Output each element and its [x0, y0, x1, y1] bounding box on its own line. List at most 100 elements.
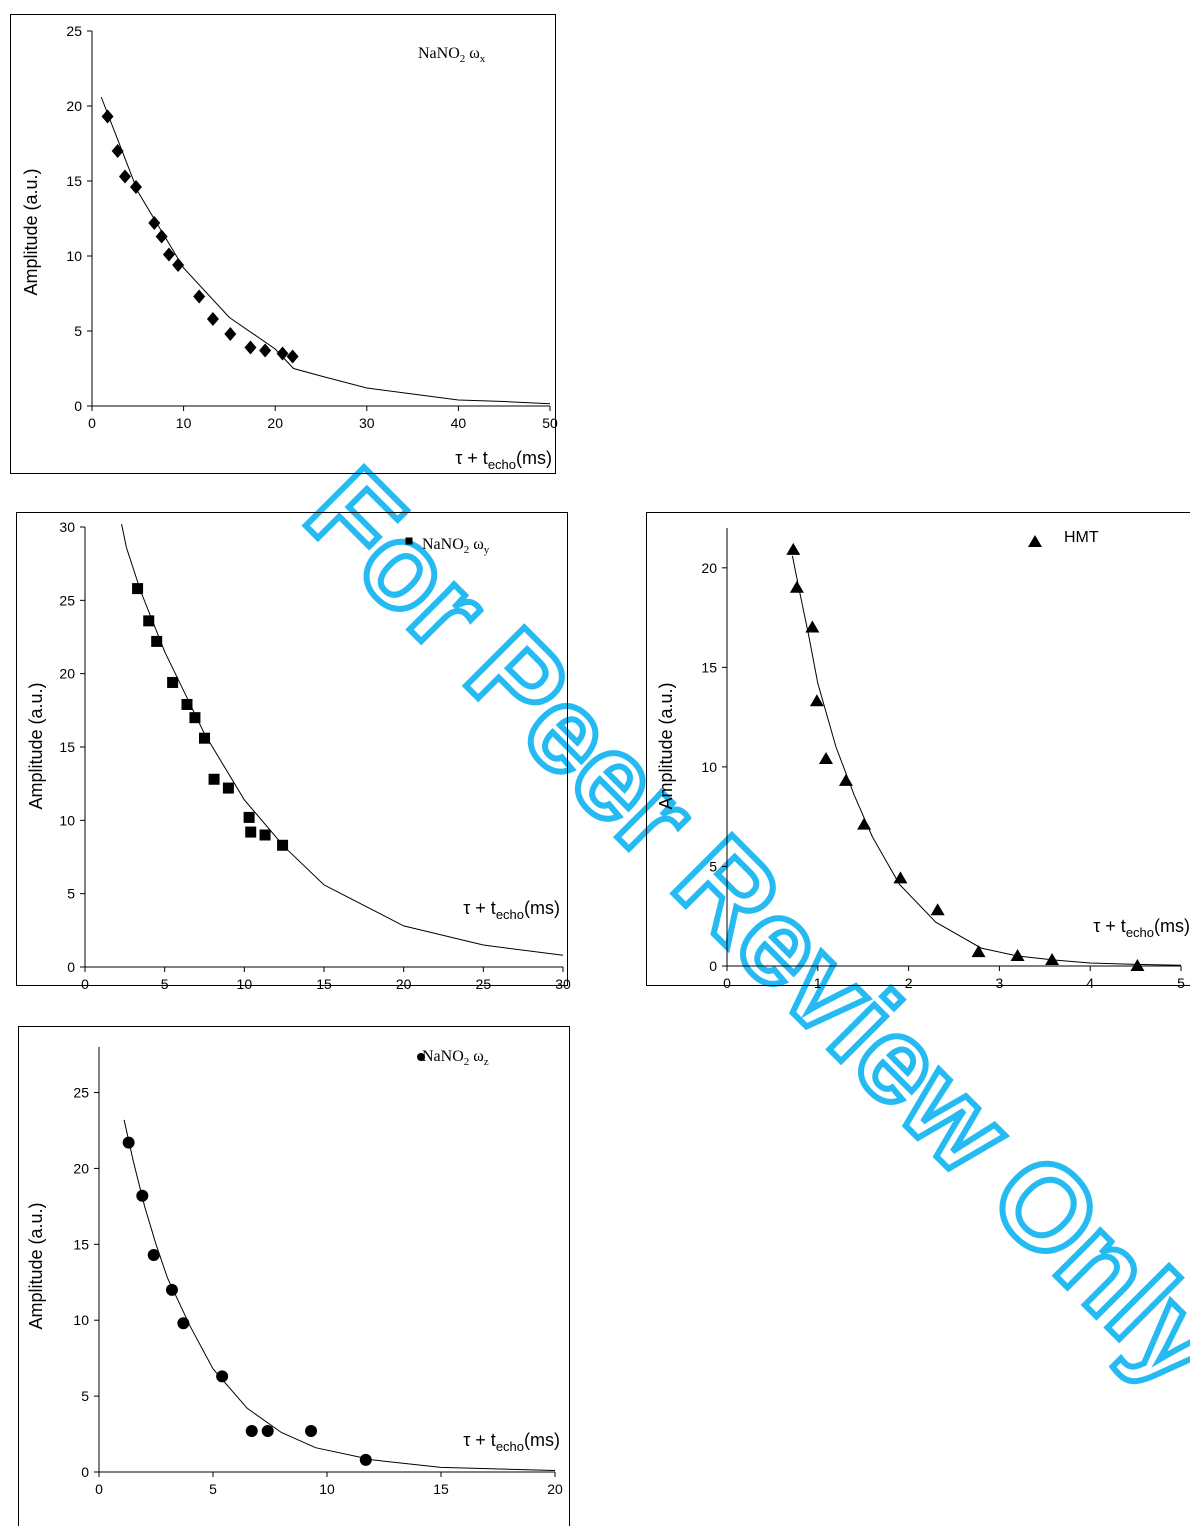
data-point	[136, 1189, 149, 1202]
x-tick-label: 0	[723, 975, 731, 991]
x-tick-label: 5	[161, 976, 169, 992]
y-tick-label: 10	[73, 1312, 89, 1328]
y-tick-label: 30	[59, 519, 75, 535]
fit-curve	[123, 1119, 556, 1471]
x-tick-label: 1	[814, 975, 822, 991]
x-tick-label: 3	[996, 975, 1004, 991]
data-point	[193, 289, 206, 304]
legend-label: NaNO2 ωz	[422, 1048, 489, 1068]
data-point	[148, 216, 161, 230]
chart-frame	[16, 512, 568, 986]
y-tick-label: 0	[67, 959, 75, 975]
data-point	[789, 580, 804, 593]
y-axis-title: Amplitude (a.u.)	[26, 682, 46, 809]
data-point	[1010, 949, 1025, 962]
x-tick-label: 40	[451, 415, 467, 431]
data-point	[222, 782, 234, 794]
x-axis-title: τ + techo(ms)	[1093, 916, 1190, 940]
data-point	[786, 542, 801, 555]
data-point	[208, 773, 220, 785]
y-tick-label: 20	[66, 98, 82, 114]
data-point	[181, 698, 193, 710]
y-tick-label: 0	[81, 1464, 89, 1480]
x-axis-title: τ + techo(ms)	[463, 898, 560, 922]
data-point	[261, 1425, 274, 1438]
legend-triangle-marker	[1028, 535, 1042, 547]
data-point	[286, 349, 299, 364]
data-point	[1130, 959, 1145, 971]
chart-panel-hmt: HMT Amplitude (a.u.) τ + techo(ms) 0 1 2 3 4…	[646, 512, 1190, 991]
legend-circle-marker	[417, 1053, 425, 1061]
data-point	[143, 615, 155, 627]
data-point	[244, 340, 257, 355]
data-point	[276, 346, 289, 361]
x-tick-label: 15	[316, 976, 332, 992]
y-tick-label: 20	[701, 560, 717, 576]
data-point	[151, 635, 163, 647]
y-axis-title: Amplitude (a.u.)	[26, 1202, 46, 1329]
x-tick-label: 25	[476, 976, 492, 992]
x-tick-label: 30	[359, 415, 375, 431]
y-tick-label: 10	[701, 759, 717, 775]
y-tick-label: 15	[73, 1236, 89, 1252]
y-tick-label: 20	[59, 666, 75, 682]
data-point	[809, 694, 824, 707]
data-point	[172, 258, 185, 272]
x-tick-label: 10	[176, 415, 192, 431]
chart-svg: NaNO2 ωy Amplitude (a.u.) τ + techo(ms) …	[16, 512, 571, 992]
x-tick-label: 4	[1086, 975, 1094, 991]
data-point	[177, 1317, 190, 1330]
data-point	[259, 343, 272, 358]
x-tick-label: 30	[555, 976, 571, 992]
data-point	[1045, 953, 1060, 966]
data-point	[189, 712, 201, 724]
data-point	[147, 1248, 160, 1261]
data-point	[838, 773, 853, 786]
data-point	[129, 180, 142, 194]
y-tick-label: 15	[701, 659, 717, 675]
data-point	[206, 312, 219, 326]
data-point	[155, 229, 168, 244]
x-tick-label: 20	[396, 976, 412, 992]
y-tick-label: 25	[66, 23, 82, 39]
x-tick-label: 10	[237, 976, 253, 992]
y-tick-label: 5	[709, 858, 717, 874]
data-point	[971, 945, 986, 958]
y-axis-title: Amplitude (a.u.)	[656, 682, 676, 809]
chart-frame	[646, 512, 1190, 986]
y-axis-title: Amplitude (a.u.)	[21, 168, 41, 295]
data-point	[162, 247, 175, 262]
legend-marker	[405, 537, 413, 545]
data-point	[259, 829, 271, 841]
legend-marker	[1028, 535, 1042, 547]
y-tick-label: 15	[66, 173, 82, 189]
data-point	[167, 676, 179, 688]
chart-frame	[18, 1026, 570, 1526]
data-point	[818, 751, 833, 764]
chart-svg: NaNO2 ωx Amplitude (a.u.) τ + techo(ms) …	[10, 14, 558, 474]
y-tick-label: 25	[59, 592, 75, 608]
chart-panel-nano2-wz: NaNO2 ωz Amplitude (a.u.) τ + techo(ms) …	[18, 1026, 570, 1526]
data-point	[165, 1283, 178, 1296]
data-point	[111, 144, 124, 158]
x-tick-label: 20	[547, 1481, 563, 1497]
x-axis-title: τ + techo(ms)	[463, 1430, 560, 1454]
y-tick-label: 10	[59, 812, 75, 828]
legend-label: HMT	[1064, 529, 1099, 546]
x-tick-label: 10	[319, 1481, 335, 1497]
data-point	[132, 583, 144, 595]
data-point	[122, 1136, 135, 1149]
data-point	[118, 169, 131, 184]
data-point	[216, 1370, 229, 1383]
data-point	[224, 327, 237, 341]
y-tick-label: 10	[66, 248, 82, 264]
data-point	[245, 826, 257, 838]
data-point	[359, 1453, 372, 1466]
y-tick-label: 0	[74, 398, 82, 414]
data-point	[277, 839, 289, 851]
y-tick-label: 5	[81, 1388, 89, 1404]
y-tick-label: 5	[74, 323, 82, 339]
chart-frame	[10, 14, 556, 474]
fit-curve	[791, 555, 1182, 966]
fit-curve	[100, 96, 551, 405]
